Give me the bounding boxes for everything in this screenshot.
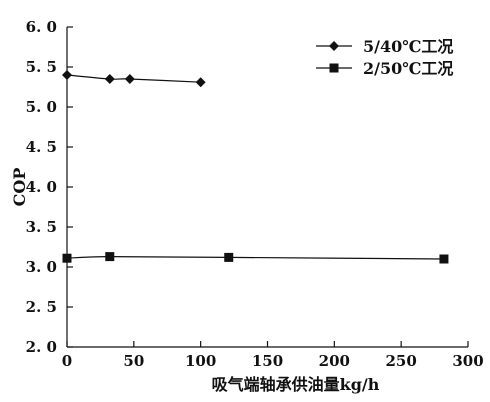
legend-marker	[329, 41, 339, 51]
y-tick-label: 3. 5	[26, 218, 57, 236]
series-line	[66, 255, 444, 260]
legend-label: 5/40℃工况	[363, 37, 453, 56]
series-1	[62, 70, 206, 88]
x-tick-label: 150	[252, 352, 283, 370]
legend-marker	[329, 63, 339, 73]
x-tick-label: 100	[185, 352, 216, 370]
x-ticks: 0 50 100 150 200 250 300	[62, 341, 484, 370]
x-tick-label: 200	[319, 352, 350, 370]
y-tick-label: 2. 5	[26, 298, 57, 316]
y-tick-label: 4. 5	[26, 138, 57, 156]
legend-item: 2/50℃工况	[316, 59, 453, 78]
series-line	[66, 74, 201, 83]
legend-item: 5/40℃工况	[316, 37, 453, 56]
x-tick-label: 250	[386, 352, 417, 370]
y-ticks: 2. 0 2. 5 3. 0 3. 5 4. 0 4. 5 5. 0 5. 5 6. 0	[26, 18, 73, 356]
x-tick-label: 300	[452, 352, 483, 370]
y-tick-label: 3. 0	[26, 258, 57, 276]
legend: 5/40℃工况 2/50℃工况	[316, 37, 453, 78]
data-point	[105, 252, 115, 262]
data-point	[62, 253, 72, 263]
data-point	[439, 254, 449, 264]
data-point	[224, 252, 234, 262]
data-point	[62, 70, 72, 80]
x-axis-title: 吸气端轴承供油量kg/h	[212, 375, 380, 394]
series-layer	[62, 70, 449, 264]
series-2	[62, 252, 449, 264]
y-tick-label: 5. 5	[26, 58, 57, 76]
legend-label: 2/50℃工况	[363, 59, 453, 78]
y-tick-label: 2. 0	[26, 338, 57, 356]
data-point	[195, 77, 206, 88]
y-tick-label: 4. 0	[26, 178, 57, 196]
y-tick-label: 5. 0	[26, 98, 57, 116]
y-tick-label: 6. 0	[26, 18, 57, 36]
data-point	[124, 74, 135, 84]
data-point	[104, 74, 115, 84]
y-axis-title: COP	[10, 168, 29, 207]
x-tick-label: 50	[123, 352, 144, 370]
x-tick-label: 0	[62, 352, 72, 370]
